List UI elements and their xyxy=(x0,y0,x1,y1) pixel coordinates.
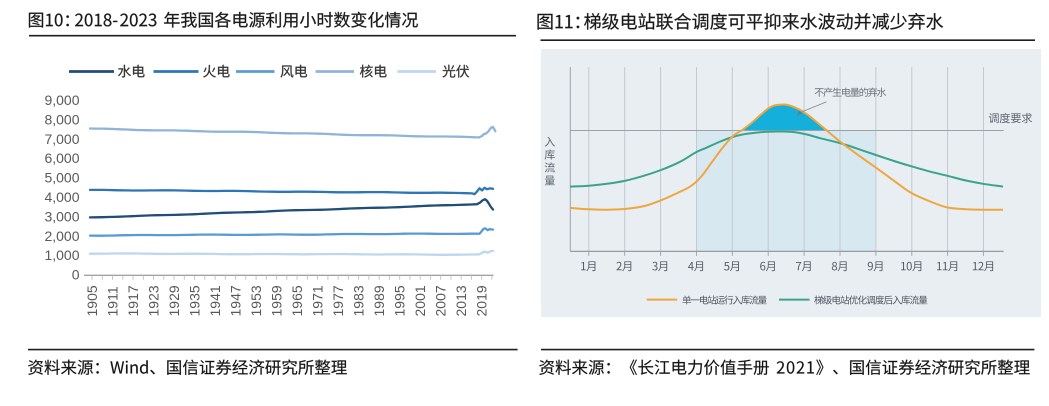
svg-text:2007: 2007 xyxy=(433,285,449,316)
svg-text:1947: 1947 xyxy=(228,285,244,316)
svg-text:1983: 1983 xyxy=(351,285,367,316)
svg-text:3,000: 3,000 xyxy=(44,208,79,224)
svg-text:1911: 1911 xyxy=(105,286,121,316)
svg-text:1923: 1923 xyxy=(146,285,162,316)
svg-text:2001: 2001 xyxy=(412,285,428,316)
svg-text:6,000: 6,000 xyxy=(44,150,79,166)
svg-text:1929: 1929 xyxy=(166,285,182,316)
svg-text:1917: 1917 xyxy=(125,285,141,316)
svg-text:1935: 1935 xyxy=(187,285,203,316)
svg-text:1977: 1977 xyxy=(330,285,346,316)
svg-text:1905: 1905 xyxy=(84,285,100,316)
svg-text:7,000: 7,000 xyxy=(44,131,79,147)
svg-text:1995: 1995 xyxy=(392,285,408,316)
svg-text:9,000: 9,000 xyxy=(44,92,79,108)
svg-text:4,000: 4,000 xyxy=(44,189,79,205)
svg-text:1941: 1941 xyxy=(207,285,223,316)
svg-text:1989: 1989 xyxy=(371,285,387,316)
svg-text:8,000: 8,000 xyxy=(44,111,79,127)
svg-text:2019: 2019 xyxy=(474,285,490,316)
svg-text:2013: 2013 xyxy=(453,285,469,316)
svg-text:0: 0 xyxy=(72,267,80,283)
svg-text:5,000: 5,000 xyxy=(44,170,79,186)
svg-text:1971: 1971 xyxy=(310,285,326,316)
svg-text:1959: 1959 xyxy=(269,285,285,316)
svg-text:1953: 1953 xyxy=(248,285,264,316)
svg-text:1,000: 1,000 xyxy=(44,247,79,263)
svg-text:1965: 1965 xyxy=(289,285,305,316)
svg-text:2,000: 2,000 xyxy=(44,228,79,244)
